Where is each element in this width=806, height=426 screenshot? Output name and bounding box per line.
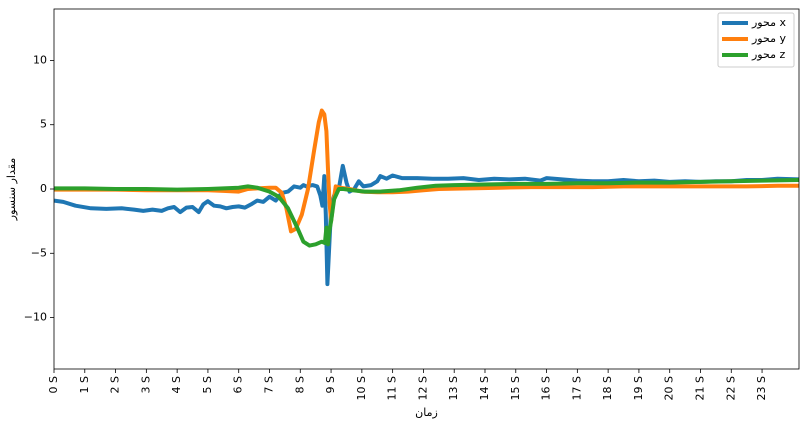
y-tick-label: 5: [40, 118, 47, 131]
x-tick-label: 0 S: [47, 376, 60, 393]
x-tick-label: 18 S: [601, 376, 614, 400]
legend-label-1: محور y: [751, 32, 786, 45]
series-layer: [54, 108, 799, 287]
x-tick-label: 15 S: [509, 376, 522, 400]
x-tick-label: 13 S: [447, 376, 460, 400]
x-tick-label: 19 S: [632, 376, 645, 400]
x-tick-label: 14 S: [478, 376, 491, 400]
x-axis: 0 S 1 S 2 S 3 S 4 S 5 S 6 S 7 S 8 S 9 S 10 S 11 S 12…: [47, 369, 768, 400]
x-tick-label: 22 S: [724, 376, 737, 400]
x-tick-label: 7 S: [262, 376, 275, 393]
series-line-0: [54, 163, 799, 287]
y-axis-label: مقدار سنسور: [5, 158, 18, 222]
y-axis: 10 5 0 −5 −10: [24, 53, 54, 324]
legend-label-2: محور z: [751, 48, 785, 61]
y-tick-label: 0: [40, 182, 47, 195]
x-tick-label: 23 S: [755, 376, 768, 400]
series-line-2: [54, 178, 799, 248]
x-tick-label: 6 S: [232, 376, 245, 393]
series-line-1: [54, 108, 799, 234]
x-tick-label: 1 S: [78, 376, 91, 393]
y-tick-label: 10: [33, 53, 47, 66]
x-tick-label: 21 S: [693, 376, 706, 400]
x-tick-label: 9 S: [324, 376, 337, 393]
x-tick-label: 16 S: [540, 376, 553, 400]
x-tick-label: 10 S: [355, 376, 368, 400]
x-tick-label: 3 S: [139, 376, 152, 393]
x-tick-label: 11 S: [386, 376, 399, 400]
y-tick-label: −10: [24, 311, 47, 324]
x-axis-label: زمان: [415, 406, 438, 419]
legend: محور x محور y محور z: [717, 12, 795, 68]
x-tick-label: 20 S: [663, 376, 676, 400]
x-tick-label: 5 S: [201, 376, 214, 393]
x-tick-label: 2 S: [109, 376, 122, 393]
x-tick-label: 4 S: [170, 376, 183, 393]
x-tick-label: 12 S: [416, 376, 429, 400]
x-tick-label: 8 S: [293, 376, 306, 393]
y-tick-label: −5: [31, 246, 47, 259]
x-tick-label: 17 S: [570, 376, 583, 400]
legend-label-0: محور x: [751, 16, 786, 29]
